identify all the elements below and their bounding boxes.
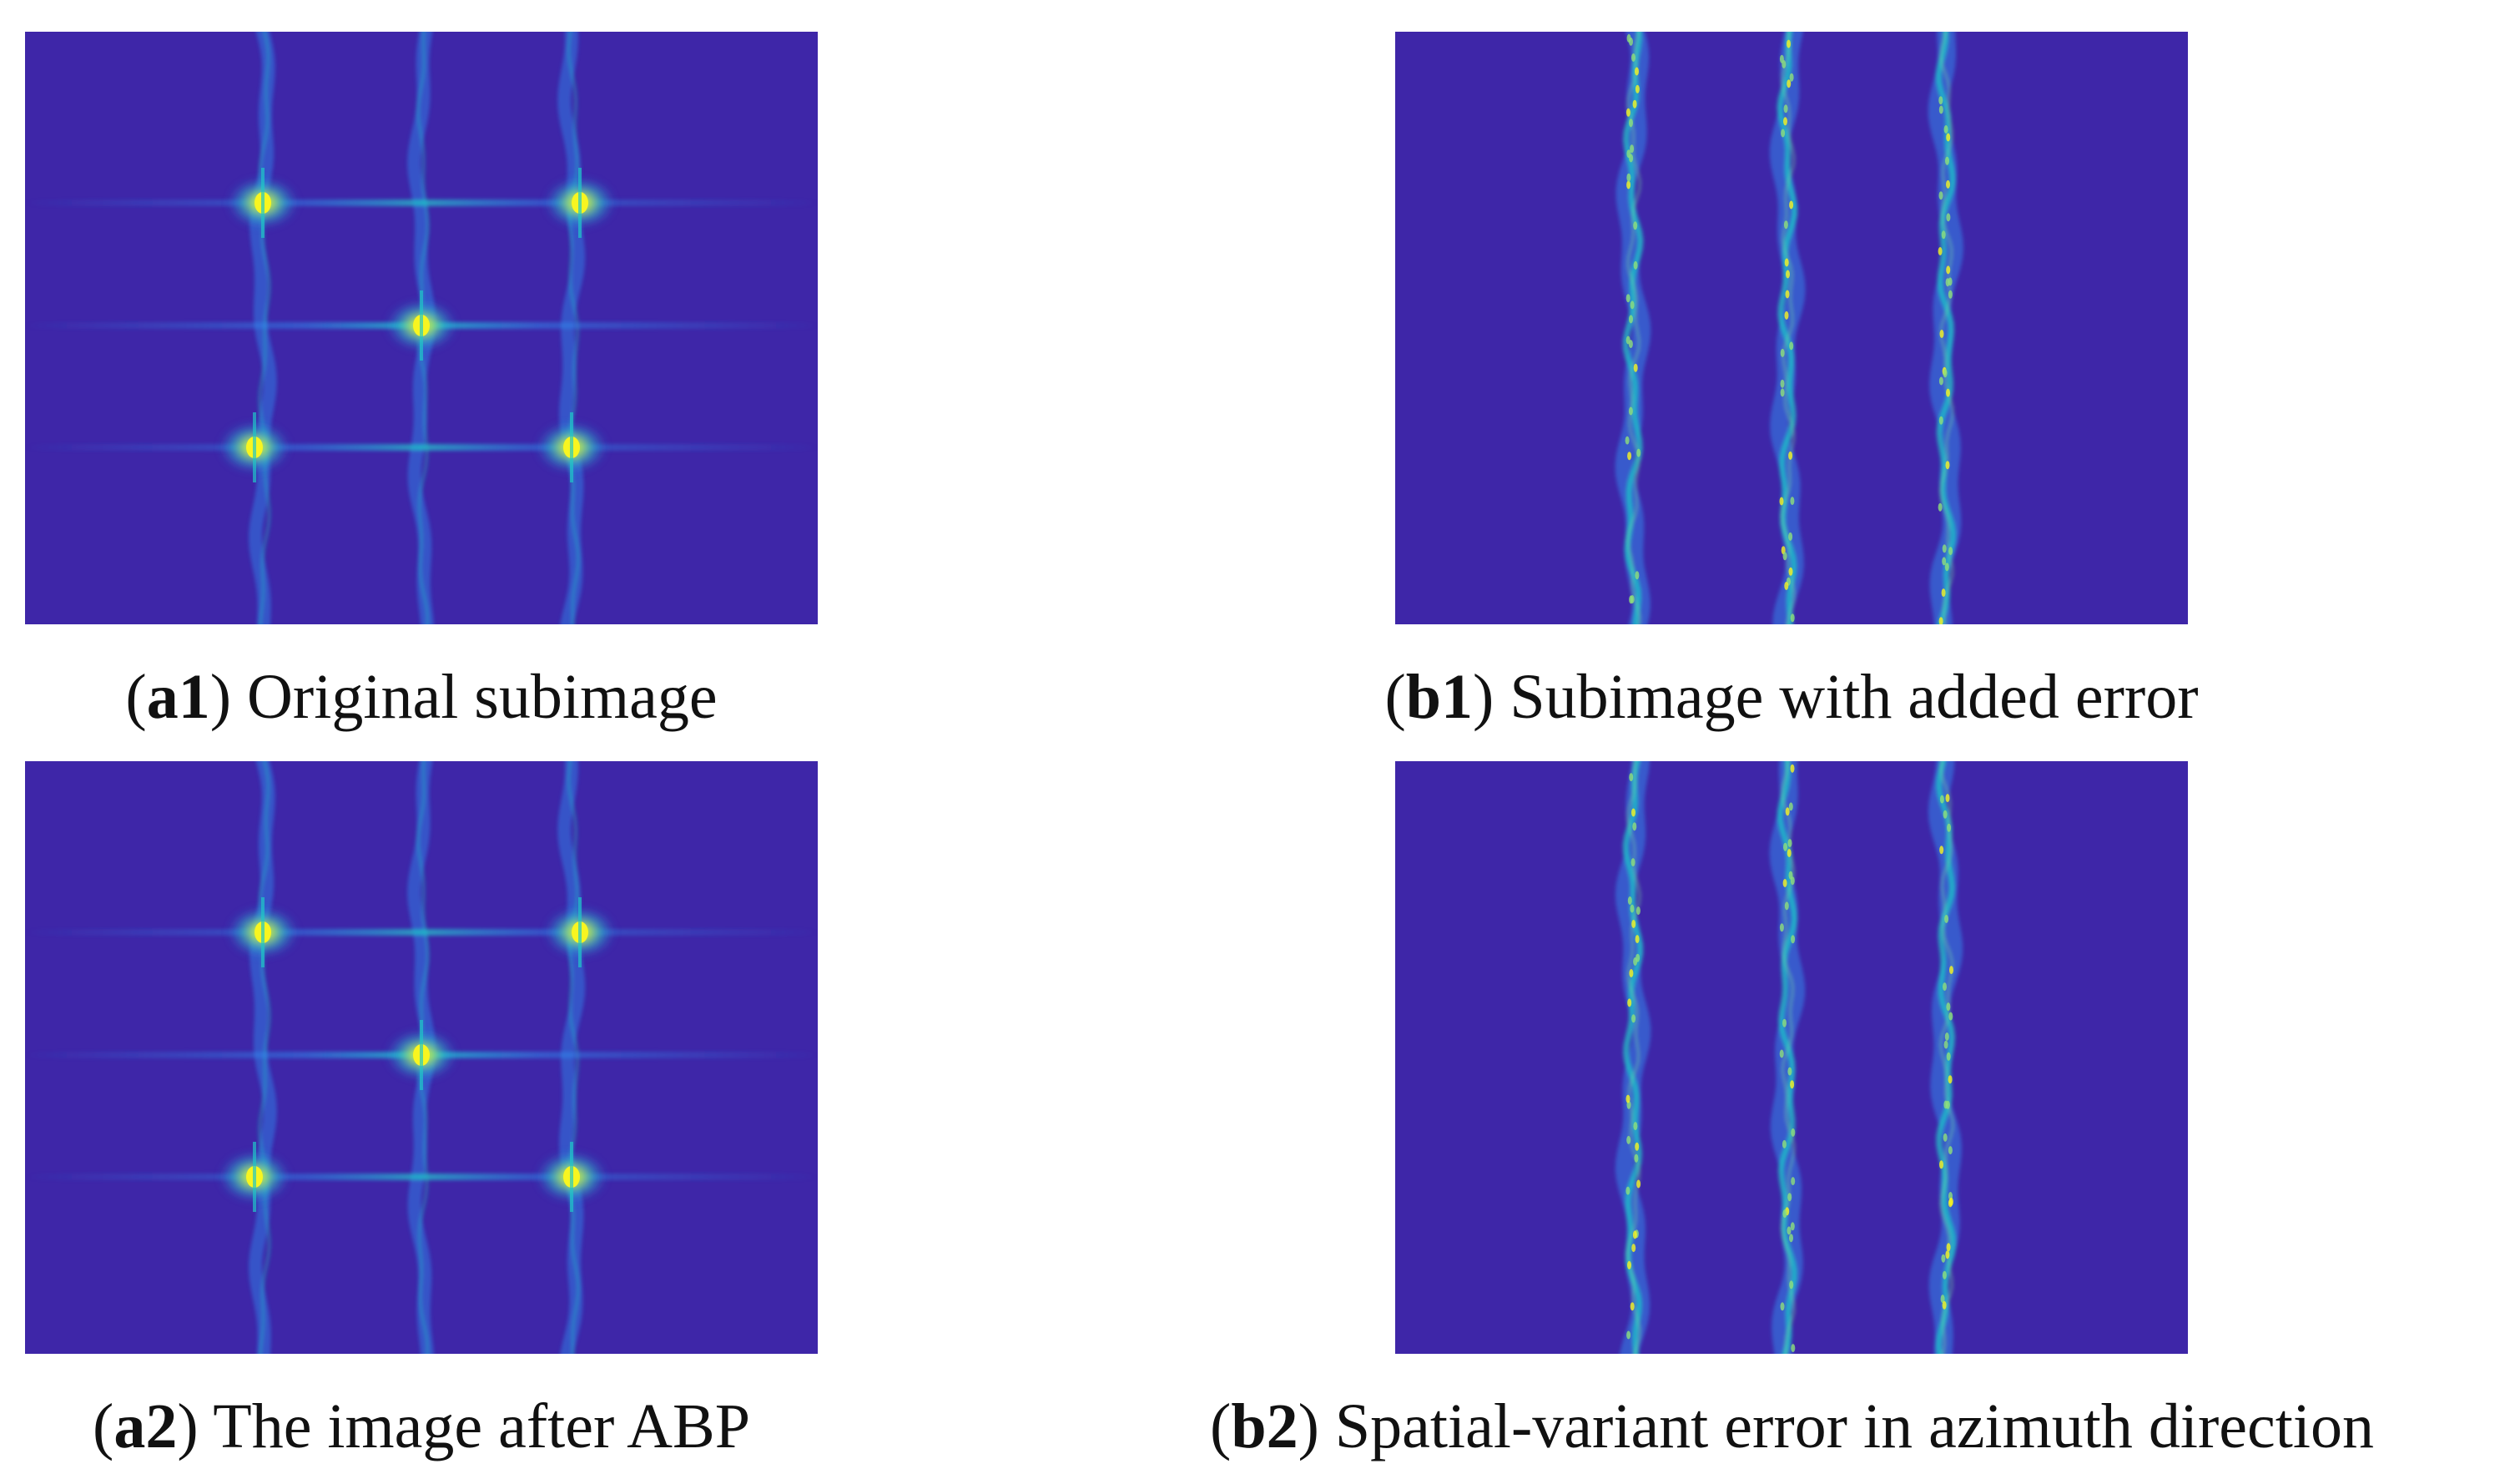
caption-b1-label: b1 <box>1405 662 1474 732</box>
panel-a2-plot <box>25 761 818 1354</box>
panel-b2-plot <box>1395 761 2188 1354</box>
caption-b2-label: b2 <box>1231 1391 1298 1461</box>
panel-b1-plot <box>1395 32 2188 624</box>
panel-b2-image <box>1395 761 2188 1354</box>
panel-a2-image <box>25 761 818 1354</box>
caption-b2-text: Spatial-variant error in azimuth directi… <box>1334 1391 2374 1461</box>
caption-a1: (a1) Original subimage <box>125 662 718 732</box>
caption-a1-text: Original subimage <box>247 662 718 732</box>
panel-b1-image <box>1395 32 2188 624</box>
caption-a1-label: a1 <box>146 662 210 732</box>
caption-b1: (b1) Subimage with added error <box>1384 662 2199 732</box>
caption-b2: (b2) Spatial-variant error in azimuth di… <box>1210 1391 2374 1461</box>
panel-a1-plot <box>25 32 818 624</box>
caption-a2-text: The image after ABP <box>213 1391 750 1461</box>
caption-b1-text: Subimage with added error <box>1509 662 2199 732</box>
panel-a1-image <box>25 32 818 624</box>
caption-a2-label: a2 <box>113 1391 178 1461</box>
caption-a2: (a2) The image after ABP <box>93 1391 750 1461</box>
